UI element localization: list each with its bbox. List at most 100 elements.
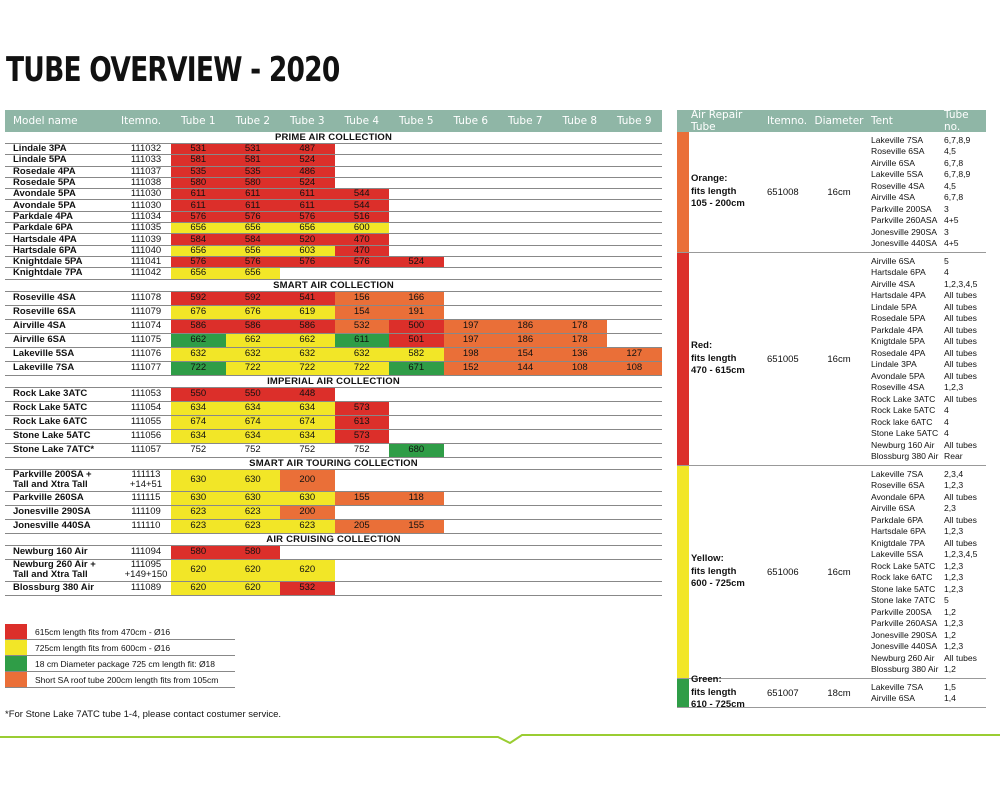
tent-list: Lakeville 7SA 1,5 Airville 6SA 1,4 xyxy=(865,679,986,707)
tube-cell: 632 xyxy=(280,347,335,361)
item-number-line: 111113 xyxy=(131,469,161,481)
tube-cell xyxy=(335,560,390,581)
tube-numbers: 3 xyxy=(944,203,949,214)
tube-cell: 656 xyxy=(225,223,280,234)
model-name: Lindale 3PA xyxy=(5,144,121,154)
group-label: Yellow: fits length 600 - 725cm xyxy=(689,466,767,678)
item-number-line: 111054 xyxy=(130,402,162,414)
tube-cell xyxy=(498,257,553,267)
tube-cell: 524 xyxy=(389,256,444,268)
model-tube-table: Model name Itemno. Tube 1 Tube 2 Tube 3 Tube … xyxy=(5,110,662,596)
tube-cell: 191 xyxy=(389,305,444,319)
item-number-line: 111039 xyxy=(130,233,162,245)
tube-cell: 584 xyxy=(171,234,226,245)
group-label-line: 610 - 725cm xyxy=(691,699,745,711)
tube-cell: 581 xyxy=(225,155,280,166)
tube-cell: 676 xyxy=(225,305,280,319)
tent-row: Lakeville 7SA 2,3,4 xyxy=(865,469,986,481)
tube-cell xyxy=(335,582,390,595)
tube-cell: 576 xyxy=(171,256,226,268)
model-name-line: Knightdale 7PA xyxy=(13,267,83,279)
tube-cell: 620 xyxy=(171,559,226,581)
tent-name: Hartsdale 6PA xyxy=(871,267,926,277)
tent-row: Rosedale 4PA All tubes xyxy=(865,348,986,360)
model-name-line: Airville 6SA xyxy=(13,334,66,346)
item-number-line: 111095 xyxy=(130,559,162,571)
tube-cell xyxy=(444,292,499,305)
tent-list: Airville 6SA 5 Hartsdale 6PA 4 Airville 4SA 1… xyxy=(865,253,986,465)
table-row: Parkdale 4PA 111034 576 576 576 516 xyxy=(5,210,662,224)
tent-row: Airville 4SA 6,7,8 xyxy=(865,192,986,204)
model-name-line: Lindale 3PA xyxy=(13,143,67,155)
tube-cell: 600 xyxy=(334,223,389,234)
tube-cell: 620 xyxy=(225,559,280,581)
tube-cell: 531 xyxy=(171,143,226,155)
item-number: 651006 xyxy=(767,566,799,578)
column-header: Itemno. xyxy=(767,115,808,127)
tube-numbers: 4,5 xyxy=(944,146,956,156)
tent-row: Parkdale 6PA All tubes xyxy=(865,515,986,527)
tube-cell: 535 xyxy=(171,166,226,177)
diameter: 16cm xyxy=(827,566,851,578)
column-header: Model name xyxy=(13,115,78,127)
tube-cell xyxy=(607,430,662,443)
tube-numbers: 1,2,3,4,5 xyxy=(944,278,978,289)
model-name-line: Parkdale 4PA xyxy=(13,210,74,222)
tube-cell: 573 xyxy=(334,401,389,415)
tube-numbers: All tubes xyxy=(944,370,977,381)
tent-row: Rosedale 5PA All tubes xyxy=(865,313,986,325)
tube-cell xyxy=(607,492,662,505)
tube-cell: 586 xyxy=(225,319,280,333)
item-number: 111075 xyxy=(121,334,171,347)
group-label-line: fits length xyxy=(691,185,737,197)
tent-row: Hartsdale 4PA All tubes xyxy=(865,290,986,302)
item-number-line: 111037 xyxy=(130,165,162,177)
tent-name: Roseville 4SA xyxy=(871,382,925,392)
legend-item: Short SA roof tube 200cm length fits fro… xyxy=(5,672,235,688)
tube-cell: 722 xyxy=(280,361,335,375)
tent-name: Airville 6SA xyxy=(871,503,915,513)
tube-cell: 154 xyxy=(498,347,553,361)
model-name-line: Rock Lake 3ATC xyxy=(13,388,88,400)
tube-cell xyxy=(335,388,390,401)
tube-cell xyxy=(553,306,608,319)
tube-cell: 186 xyxy=(498,319,553,333)
tube-cell: 580 xyxy=(225,545,280,559)
table-row: Lindale 5PA 111033 581 581 524 xyxy=(5,155,662,167)
tent-row: Roseville 4SA 4,5 xyxy=(865,181,986,193)
legend-text: 18 cm Diameter package 725 cm length fit… xyxy=(35,658,216,669)
tube-cell xyxy=(607,582,662,595)
table-row: Rock Lake 5ATC 111054 634 634 634 573 xyxy=(5,401,662,416)
model-name: Rosedale 5PA xyxy=(5,178,121,188)
item-number-line: 111115 xyxy=(131,492,161,504)
group-label-line: Orange: xyxy=(691,173,728,185)
tube-numbers: All tubes xyxy=(944,393,977,404)
tube-cell xyxy=(444,444,499,457)
item-number: 111053 xyxy=(121,388,171,401)
table-row: Stone Lake 7ATC* 111057 752 752 752 752 680 xyxy=(5,443,662,458)
tube-cell xyxy=(607,416,662,429)
item-number: 111079 xyxy=(121,306,171,319)
item-number: 111055 xyxy=(121,416,171,429)
table-row: Hartsdale 6PA 111040 656 656 603 470 xyxy=(5,245,662,257)
tube-cell xyxy=(389,268,444,278)
tube-cell: 127 xyxy=(607,347,662,361)
group-label: Orange: fits length 105 - 200cm xyxy=(689,132,767,252)
tube-cell: 200 xyxy=(280,469,335,491)
tube-cell xyxy=(444,200,499,210)
model-name-line: Parkdale 6PA xyxy=(13,222,74,234)
model-name-line: Tall and Xtra Tall xyxy=(13,479,88,491)
table-row: Lakeville 7SA 111077 722 722 722 722 671 152 144… xyxy=(5,361,662,376)
item-number: 111034 xyxy=(121,211,171,222)
tube-cell xyxy=(553,223,608,233)
tube-cell xyxy=(498,582,553,595)
model-name: Airville 6SA xyxy=(5,334,121,347)
column-header: Tube 4 xyxy=(344,115,380,127)
tube-cell: 611 xyxy=(334,333,389,347)
item-number: 651007 xyxy=(767,687,799,699)
tube-cell: 752 xyxy=(190,444,207,456)
table-row: Stone Lake 5ATC 111056 634 634 634 573 xyxy=(5,429,662,444)
tent-name: Lindale 3PA xyxy=(871,359,917,369)
tube-cell: 611 xyxy=(280,189,335,200)
table-row: Hartsdale 4PA 111039 584 584 520 470 xyxy=(5,233,662,246)
